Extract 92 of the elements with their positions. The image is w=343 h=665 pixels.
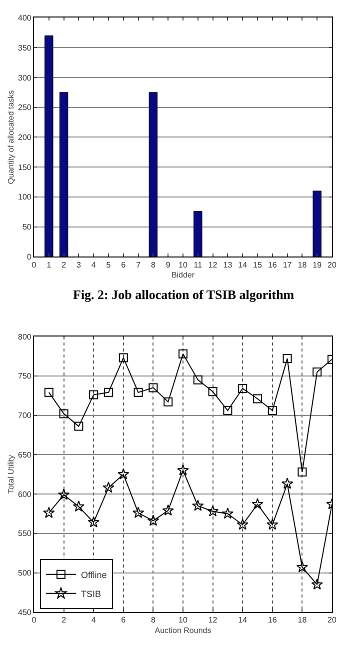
x-tick-label: 19: [312, 260, 322, 270]
x-tick-label: 8: [150, 616, 156, 625]
point: [268, 406, 277, 416]
x-tick-label: 1: [46, 260, 52, 270]
legend-label: TSIB: [80, 588, 101, 599]
point: [132, 506, 144, 518]
x-tick-label: 12: [208, 260, 218, 270]
point: [118, 468, 130, 480]
point: [88, 516, 100, 528]
y-tick-label: 650: [18, 450, 32, 460]
x-tick-label: 20: [328, 616, 337, 625]
point: [44, 388, 54, 397]
point: [311, 578, 323, 590]
point: [222, 508, 234, 519]
x-tick-label: 10: [178, 616, 188, 625]
y-axis-title: Total Utility: [6, 454, 16, 494]
point: [193, 375, 202, 384]
x-tick-label: 15: [253, 260, 262, 270]
point: [253, 394, 262, 404]
y-tick-label: 800: [18, 332, 32, 342]
x-tick-label: 10: [178, 260, 188, 270]
point: [177, 464, 189, 476]
x-tick-label: 12: [208, 616, 218, 625]
point: [206, 505, 219, 516]
point: [298, 467, 307, 476]
y-tick-label: 50: [22, 222, 32, 232]
point: [223, 406, 232, 416]
point: [102, 482, 114, 493]
y-tick-label: 150: [18, 162, 32, 172]
point: [252, 498, 264, 510]
x-tick-label: 14: [238, 616, 248, 625]
x-tick-label: 16: [268, 616, 278, 625]
y-tick-label: 0: [26, 252, 32, 262]
x-tick-label: 18: [298, 616, 308, 625]
x-tick-label: 11: [194, 260, 203, 270]
point: [282, 354, 292, 364]
point: [312, 367, 322, 376]
point: [89, 390, 98, 400]
x-tick-label: 5: [106, 260, 112, 270]
y-tick-label: 550: [18, 529, 32, 538]
legend-label: Offline: [80, 570, 107, 580]
x-tick-label: 17: [282, 260, 292, 270]
point: [118, 353, 128, 362]
y-tick-label: 600: [18, 490, 32, 499]
y-tick-label: 400: [18, 14, 32, 23]
point: [281, 478, 294, 489]
point: [59, 409, 68, 418]
x-axis-title: Bidder: [171, 270, 195, 280]
point: [164, 397, 173, 406]
y-tick-label: 250: [18, 103, 32, 112]
point: [148, 383, 158, 392]
caption: Fig. 2: Job allocation of TSIB algorithm: [73, 287, 294, 302]
y-tick-label: 100: [18, 192, 32, 202]
x-axis-title: Auction Rounds: [154, 626, 212, 635]
x-tick-label: 6: [121, 616, 126, 625]
point: [72, 500, 85, 512]
x-tick-label: 3: [76, 260, 82, 270]
point: [192, 500, 204, 511]
point: [238, 384, 248, 393]
y-axis-title: Quantity of allocated tasks: [6, 90, 16, 184]
point: [134, 388, 143, 397]
x-tick-label: 4: [91, 616, 96, 625]
point: [178, 349, 188, 358]
x-tick-label: 8: [150, 260, 156, 270]
y-tick-label: 300: [18, 73, 32, 82]
y-tick-label: 750: [18, 372, 32, 381]
point: [74, 422, 84, 431]
y-tick-label: 450: [18, 608, 32, 617]
x-tick-label: 6: [121, 260, 126, 270]
x-tick-label: 18: [298, 260, 308, 270]
point: [208, 387, 218, 396]
y-tick-label: 200: [18, 132, 32, 142]
point: [43, 506, 55, 518]
x-tick-label: 20: [328, 260, 337, 270]
x-tick-label: 4: [91, 260, 96, 270]
point: [266, 518, 278, 530]
x-tick-label: 14: [238, 260, 248, 270]
x-tick-label: 2: [62, 260, 67, 270]
point: [104, 388, 113, 397]
x-tick-label: 7: [136, 260, 142, 270]
x-tick-label: 2: [62, 616, 67, 625]
x-tick-label: 13: [223, 260, 233, 270]
y-tick-label: 700: [18, 411, 32, 420]
x-tick-label: 9: [166, 260, 171, 270]
point: [162, 504, 174, 516]
point: [147, 514, 160, 526]
y-tick-label: 350: [18, 43, 32, 52]
point: [58, 488, 70, 500]
y-tick-label: 500: [18, 568, 32, 578]
x-tick-label: 16: [268, 260, 278, 270]
point: [236, 518, 248, 530]
point: [296, 561, 308, 572]
